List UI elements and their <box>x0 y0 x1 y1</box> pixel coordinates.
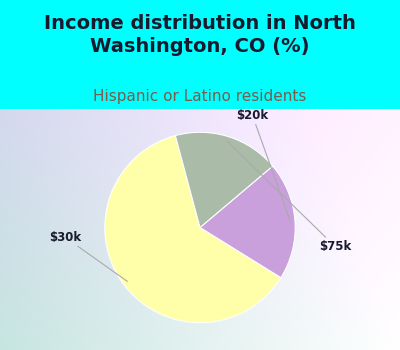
Wedge shape <box>105 135 281 323</box>
Wedge shape <box>200 166 295 278</box>
Text: Income distribution in North
Washington, CO (%): Income distribution in North Washington,… <box>44 14 356 56</box>
Text: $75k: $75k <box>227 141 351 253</box>
Text: $20k: $20k <box>236 108 290 221</box>
Text: $30k: $30k <box>49 231 127 281</box>
Wedge shape <box>175 132 273 228</box>
Text: Hispanic or Latino residents: Hispanic or Latino residents <box>93 89 307 104</box>
